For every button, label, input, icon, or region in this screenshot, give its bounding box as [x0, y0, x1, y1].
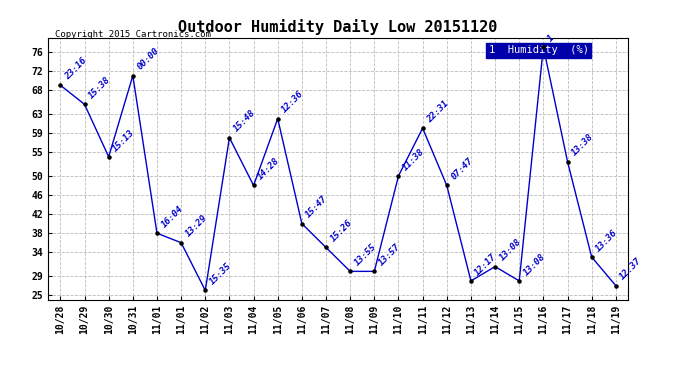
Text: 1  Humidity  (%): 1 Humidity (%) [489, 45, 589, 56]
Point [466, 278, 477, 284]
Point [345, 268, 356, 274]
Text: 13:38: 13:38 [570, 132, 595, 158]
Text: 13:08: 13:08 [497, 237, 523, 263]
Point [538, 44, 549, 50]
Text: 07:47: 07:47 [449, 156, 475, 182]
Point [611, 283, 622, 289]
Point [321, 244, 332, 250]
Text: 15:48: 15:48 [232, 108, 257, 134]
Point [200, 288, 211, 294]
Text: 1: 1 [546, 33, 556, 43]
Text: 13:08: 13:08 [522, 252, 547, 277]
Text: 15:35: 15:35 [208, 261, 233, 286]
Text: 15:26: 15:26 [328, 218, 354, 244]
Text: 13:57: 13:57 [377, 242, 402, 267]
Text: 12:37: 12:37 [618, 256, 644, 282]
Text: 16:04: 16:04 [159, 204, 185, 230]
Point [79, 101, 90, 107]
Point [442, 183, 453, 189]
Text: Copyright 2015 Cartronics.com: Copyright 2015 Cartronics.com [55, 30, 211, 39]
Point [224, 135, 235, 141]
Text: 13:55: 13:55 [353, 242, 378, 267]
Text: 00:00: 00:00 [135, 46, 161, 72]
Point [273, 116, 284, 122]
Point [514, 278, 525, 284]
Point [248, 183, 259, 189]
Title: Outdoor Humidity Daily Low 20151120: Outdoor Humidity Daily Low 20151120 [179, 19, 497, 35]
Point [490, 264, 501, 270]
Text: 12:36: 12:36 [280, 90, 306, 115]
Point [176, 240, 187, 246]
Point [297, 220, 308, 226]
Text: 14:28: 14:28 [256, 156, 282, 182]
Text: 15:38: 15:38 [87, 75, 112, 100]
Text: 15:47: 15:47 [304, 195, 330, 220]
Point [586, 254, 598, 260]
Text: 11:38: 11:38 [401, 147, 426, 172]
Text: 15:13: 15:13 [111, 128, 137, 153]
Text: 12:17: 12:17 [473, 252, 499, 277]
Point [104, 154, 115, 160]
Point [128, 73, 139, 79]
Point [393, 173, 404, 179]
Text: 23:16: 23:16 [63, 56, 88, 81]
Point [562, 159, 573, 165]
Text: 22:31: 22:31 [425, 99, 451, 124]
Point [55, 82, 66, 88]
Text: 13:36: 13:36 [594, 228, 620, 253]
Point [152, 230, 163, 236]
Point [417, 125, 428, 131]
Text: 13:29: 13:29 [184, 213, 209, 239]
Point [369, 268, 380, 274]
